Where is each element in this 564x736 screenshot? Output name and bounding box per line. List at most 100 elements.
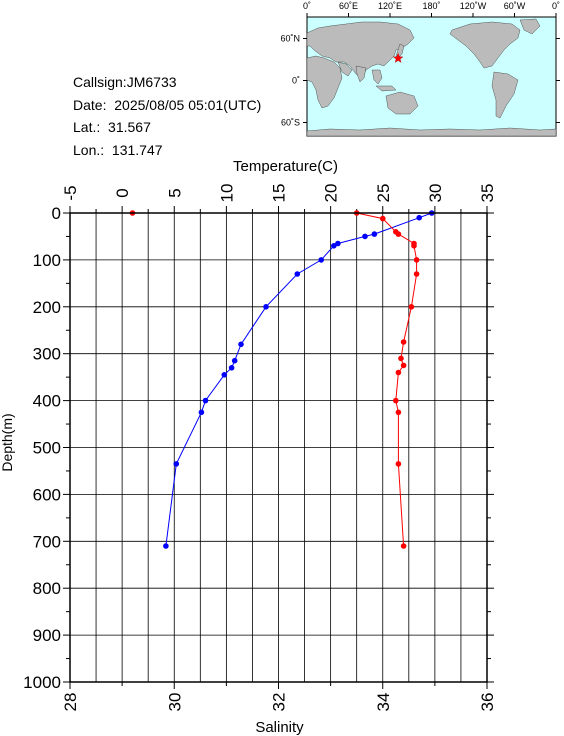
temperature-tick-label: 0 [113,188,132,197]
lon-line: Lon.: 131.747 [73,139,261,162]
map-lat-label: 60˚S [281,118,300,128]
map-lon-label: 0˚ [303,1,311,11]
salinity-data-point [400,543,407,549]
land-north-america [449,21,521,69]
depth-tick-label: 700 [33,532,61,551]
temperature-tick-label: 5 [165,188,184,197]
salinity-data-point [398,355,404,362]
depth-tick-label: 500 [33,439,61,458]
temperature-data-point [263,304,269,310]
salinity-data-point [400,362,407,369]
map-land [306,18,557,137]
temperature-data-point [371,231,378,237]
land-eurasia [306,21,415,79]
salinity-data-point [395,409,402,416]
temperature-tick-label: 10 [217,184,236,203]
map-lat-label: 60˚N [280,34,300,44]
salinity-data-point [380,215,386,222]
depth-tick-label: 200 [33,298,61,317]
salinity-data-point [393,397,399,404]
chart-grid [69,212,488,683]
land-arabia [337,61,353,77]
depth-tick-label: 300 [33,345,61,364]
chart-series [129,210,435,549]
temperature-tick-label: 35 [478,184,497,203]
callsign-value: JM6733 [126,74,177,90]
depth-tick-label: 1000 [23,673,61,692]
temperature-data-point [362,233,368,240]
land-australia [385,91,419,115]
depth-tick-label: 800 [33,579,61,598]
land-indonesia [375,85,397,92]
map-lon-label: 120˚E [378,1,402,11]
world-map: 0˚ 60˚E 120˚E 180˚ 120˚W 60˚W 0˚ 60˚N 0˚ 60˚S [280,1,560,137]
salinity-data-point [395,461,402,467]
lon-label: Lon.: [73,141,105,158]
temperature-data-point [331,243,337,249]
land-africa [306,55,343,109]
temperature-data-point [335,240,341,247]
temperature-data-point [202,397,209,404]
temperature-data-point [228,365,235,371]
plot-frame [69,212,488,683]
salinity-profile-line [132,212,418,547]
temperature-data-point [173,461,180,467]
temperature-tick-label: -5 [61,185,80,200]
depth-tick-label: 600 [33,485,61,504]
salinity-tick-label: 32 [270,693,289,712]
date-label: Date: [73,96,107,113]
callsign-label: Callsign: [73,74,127,90]
land-south-america [491,71,519,119]
date-value: 2025/08/05 05:01(UTC) [114,96,262,113]
lon-value: 131.747 [111,141,163,158]
salinity-data-point [411,243,417,249]
salinity-tick-label: 28 [61,693,80,712]
lat-value: 31.567 [108,119,151,135]
date-line: Date: 2025/08/05 05:01(UTC) [73,94,261,117]
land-se-asia [371,69,383,85]
temperature-data-point [238,341,244,348]
salinity-axis-title: Salinity [255,719,304,736]
temperature-data-point [198,409,205,416]
depth-axis-title: Depth(m) [0,413,15,471]
map-lon-label: 120˚W [460,1,487,11]
temperature-axis-title: Temperature(C) [233,158,338,175]
callsign-line: Callsign:JM6733 [73,71,261,94]
depth-tick-label: 0 [52,204,61,223]
map-lat-label: 0˚ [292,76,300,86]
salinity-data-point [413,257,420,263]
depth-tick-label: 400 [33,392,61,411]
salinity-data-point [413,271,420,277]
depth-tick-label: 100 [33,251,61,270]
salinity-data-point [400,339,407,345]
temperature-data-point [231,357,238,364]
temperature-tick-label: 15 [270,184,289,203]
temperature-tick-label: 20 [322,184,341,203]
lat-label: Lat.: [73,119,101,135]
station-star-marker [392,52,404,63]
salinity-data-point [395,231,402,237]
map-lon-label: 0˚ [552,1,560,11]
land-antarctica [306,127,557,137]
salinity-tick-label: 30 [165,693,184,712]
salinity-tick-label: 34 [374,693,393,712]
temperature-tick-label: 30 [426,184,445,203]
map-labels: 0˚ 60˚E 120˚E 180˚ 120˚W 60˚W 0˚ 60˚N 0˚ 60˚S [280,1,560,128]
salinity-data-point [395,369,402,376]
map-lon-label: 60˚E [339,1,358,11]
salinity-tick-label: 36 [478,693,497,712]
map-lon-label: 180˚ [422,1,440,11]
land-india [355,65,367,83]
map-frame-ticks [303,13,560,123]
temperature-data-point [318,257,325,263]
lat-line: Lat.: 31.567 [73,116,261,139]
temperature-data-point [416,214,423,221]
temperature-data-point [221,372,228,378]
cruise-info: Callsign:JM6733 Date: 2025/08/05 05:01(U… [73,71,261,161]
temperature-data-point [163,543,169,549]
map-lon-label: 60˚W [504,1,526,11]
temperature-profile-line [165,212,432,547]
